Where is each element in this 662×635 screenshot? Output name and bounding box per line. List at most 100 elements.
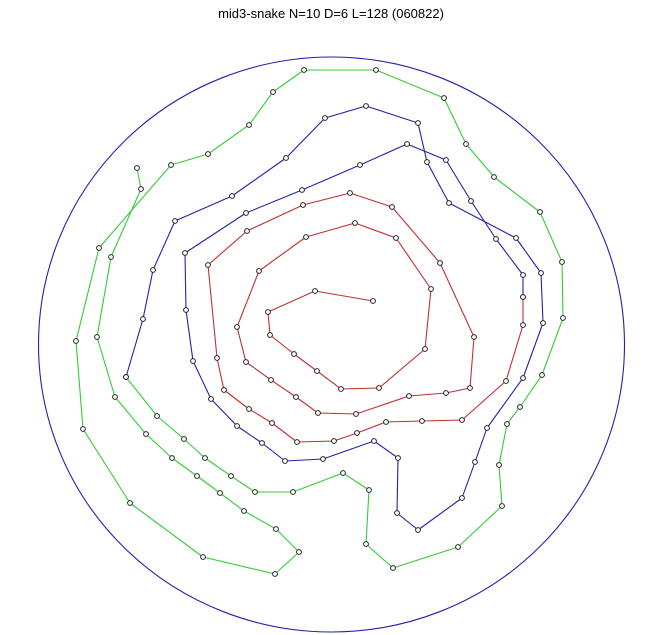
data-point xyxy=(314,368,320,374)
data-point xyxy=(393,235,399,241)
data-point xyxy=(520,294,526,300)
data-point xyxy=(373,67,379,73)
data-point xyxy=(395,455,401,461)
data-point xyxy=(243,359,249,365)
data-point xyxy=(143,431,149,437)
data-point xyxy=(296,549,302,555)
data-point xyxy=(270,89,276,95)
plot-title: mid3-snake N=10 D=6 L=128 (060822) xyxy=(218,6,444,21)
data-point xyxy=(389,204,395,210)
data-point xyxy=(80,426,86,432)
data-point xyxy=(234,324,240,330)
data-point xyxy=(315,410,321,416)
data-point xyxy=(172,218,178,224)
data-point xyxy=(443,157,449,163)
snake-red-line xyxy=(207,192,524,443)
data-point xyxy=(422,346,428,352)
data-point xyxy=(282,458,288,464)
data-point xyxy=(134,165,140,171)
data-point xyxy=(499,503,505,509)
data-point xyxy=(406,393,412,399)
data-point xyxy=(200,554,206,560)
data-point xyxy=(267,332,273,338)
data-point xyxy=(419,418,425,424)
data-point xyxy=(228,473,234,479)
data-point xyxy=(168,162,174,168)
data-point xyxy=(493,236,499,242)
data-point xyxy=(181,436,187,442)
data-point xyxy=(390,565,396,571)
data-point xyxy=(320,456,326,462)
data-point xyxy=(437,260,443,266)
data-point xyxy=(363,103,369,109)
data-point xyxy=(471,334,477,340)
data-point xyxy=(265,309,271,315)
data-point xyxy=(73,338,79,344)
data-point xyxy=(291,351,297,357)
data-point xyxy=(183,307,189,313)
data-point xyxy=(472,459,478,465)
data-point xyxy=(520,322,526,328)
data-point xyxy=(150,267,156,273)
data-point xyxy=(455,544,461,550)
data-point xyxy=(322,115,328,121)
data-point xyxy=(370,298,376,304)
data-point xyxy=(513,235,519,241)
data-point xyxy=(294,439,300,445)
data-point xyxy=(352,220,358,226)
data-point xyxy=(205,262,211,268)
data-point xyxy=(517,404,523,410)
data-point xyxy=(194,473,200,479)
data-point xyxy=(123,374,129,380)
data-point xyxy=(221,387,227,393)
data-point xyxy=(268,377,274,383)
data-point xyxy=(234,423,240,429)
data-point xyxy=(331,438,337,444)
data-point xyxy=(559,259,565,265)
data-point xyxy=(363,541,369,547)
series-snake-red xyxy=(205,190,526,445)
data-point xyxy=(520,375,526,381)
data-point xyxy=(138,186,144,192)
data-point xyxy=(300,202,306,208)
data-point xyxy=(202,455,208,461)
data-point xyxy=(256,268,262,274)
series-snake-green xyxy=(73,67,566,577)
data-point xyxy=(560,315,566,321)
data-point xyxy=(441,95,447,101)
data-point xyxy=(205,151,211,157)
data-point xyxy=(459,417,465,423)
data-point xyxy=(299,187,305,193)
data-point xyxy=(301,67,307,73)
data-point xyxy=(463,141,469,147)
data-point xyxy=(424,159,430,165)
data-point xyxy=(246,406,252,412)
data-point xyxy=(214,355,220,361)
data-point xyxy=(376,385,382,391)
data-point xyxy=(539,372,545,378)
data-point xyxy=(182,250,188,256)
data-point xyxy=(190,358,196,364)
data-point xyxy=(312,288,318,294)
data-point xyxy=(357,162,363,168)
data-point xyxy=(229,193,235,199)
data-point xyxy=(394,510,400,516)
snake-blue-line xyxy=(125,105,544,531)
data-point xyxy=(338,386,344,392)
data-point xyxy=(108,254,114,260)
data-point xyxy=(259,440,265,446)
data-point xyxy=(169,455,175,461)
data-point xyxy=(371,438,377,444)
data-point xyxy=(459,495,465,501)
data-point xyxy=(94,334,100,340)
data-point xyxy=(503,378,509,384)
snake-green-line xyxy=(75,69,564,575)
data-point xyxy=(443,390,449,396)
data-point xyxy=(340,470,346,476)
data-point xyxy=(538,270,544,276)
data-point xyxy=(154,413,160,419)
data-point xyxy=(112,394,118,400)
data-point xyxy=(293,394,299,400)
data-point xyxy=(383,419,389,425)
